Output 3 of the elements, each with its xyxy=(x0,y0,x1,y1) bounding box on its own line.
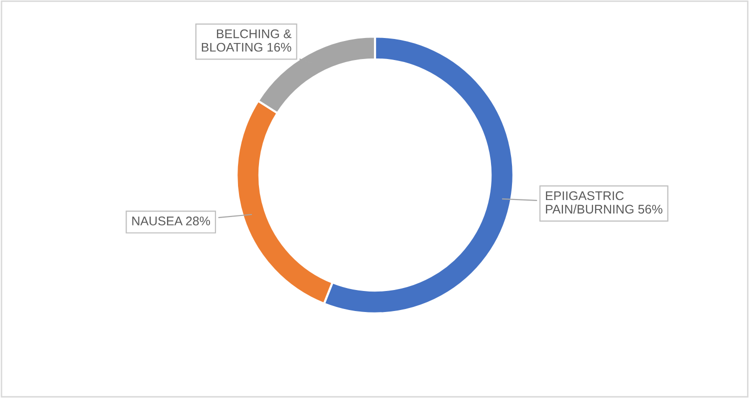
slice-label: NAUSEA 28% xyxy=(132,216,210,226)
slice-label: BELCHING & BLOATING 16% xyxy=(202,29,292,52)
slice-label: EPIIGASTRIC PAIN/BURNING 56% xyxy=(546,191,662,214)
